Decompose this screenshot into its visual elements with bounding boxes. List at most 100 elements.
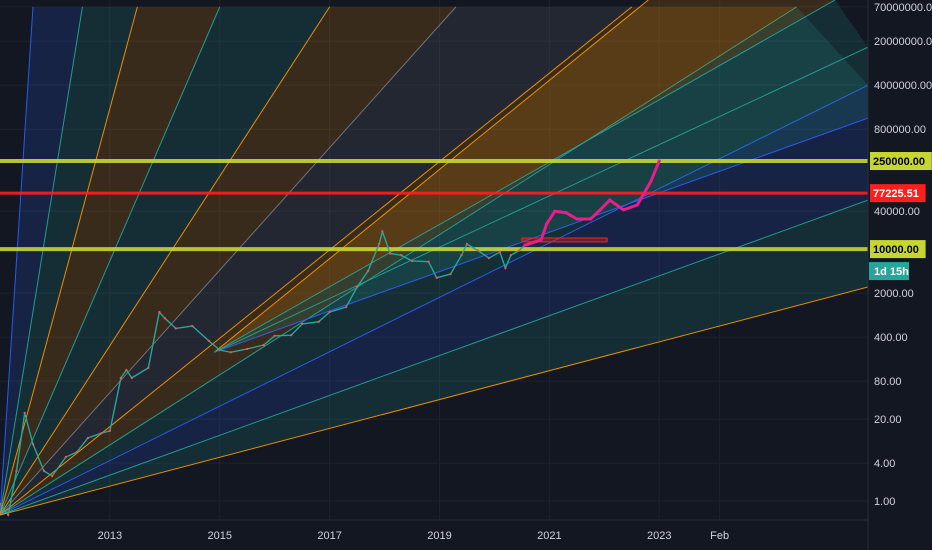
y-tick-label: 70000000.00 [874, 2, 932, 14]
price-point [460, 253, 463, 257]
price-point [262, 343, 265, 347]
y-tick-label: 400.00 [874, 332, 908, 344]
fan-ray [214, 46, 868, 353]
projection-point [575, 217, 579, 221]
price-point [15, 469, 18, 473]
price-point [388, 252, 392, 255]
projection-point [608, 198, 612, 202]
price-point [119, 376, 123, 380]
price-point [100, 431, 103, 435]
x-tick-label: Feb [710, 530, 729, 542]
price-point [410, 259, 414, 263]
time-axis[interactable]: 2013 2015 2017 2019 2021 2023 Feb [98, 530, 730, 542]
y-tick-label: 80.00 [874, 376, 902, 388]
price-badge-label: 77225.51 [873, 188, 919, 200]
fan-ray [0, 6, 797, 516]
price-point [476, 249, 480, 252]
horizontal-levels [0, 159, 868, 252]
price-point [487, 256, 491, 260]
price-point [191, 324, 194, 328]
price-point [509, 253, 513, 257]
price-point [158, 310, 161, 314]
fan-ray [0, 199, 868, 516]
price-point [449, 272, 452, 276]
price-point [31, 442, 35, 446]
price-point [174, 327, 177, 330]
price-point [427, 260, 430, 263]
price-badge [870, 240, 926, 259]
x-tick-label: 2021 [537, 530, 561, 542]
price-point [381, 230, 384, 233]
price-point [23, 411, 26, 415]
countdown-badge [869, 262, 909, 281]
projection-point [545, 222, 549, 226]
price-point [465, 242, 469, 246]
price-badge [870, 152, 932, 171]
price-point [273, 334, 276, 337]
price-point [246, 347, 249, 351]
price-point [289, 333, 293, 337]
price-point [504, 266, 507, 270]
fan-zone [0, 6, 868, 516]
y-tick-label: 20000000.00 [874, 36, 932, 48]
fan-ray [0, 6, 221, 516]
fan-zone [214, 0, 868, 353]
price-point [86, 436, 90, 440]
y-tick-label: 800000.00 [874, 124, 926, 136]
price-point [328, 310, 331, 314]
projection-point [523, 243, 527, 247]
fan-ray [213, 0, 649, 353]
fan-ray [214, 117, 868, 353]
price-point [0, 502, 2, 506]
projection-point [564, 211, 568, 215]
y-tick-label: 1.00 [874, 496, 895, 508]
x-tick-label: 2017 [317, 530, 341, 542]
price-point [317, 320, 320, 324]
projection-point [589, 217, 593, 221]
price-point [300, 322, 304, 326]
projection-point [553, 209, 557, 213]
x-tick-label: 2023 [647, 530, 671, 542]
price-point [130, 376, 134, 380]
price-point [399, 253, 403, 257]
fan-ray [214, 0, 836, 353]
countdown-label: 1d 15h [874, 266, 909, 278]
resistance-zone [521, 237, 608, 243]
y-tick-label: 4.00 [874, 458, 895, 470]
price-badge-label: 10000.00 [873, 244, 919, 256]
projection-point [539, 238, 543, 242]
x-tick-label: 2015 [208, 530, 232, 542]
fan-ray [0, 6, 331, 516]
price-point [498, 250, 502, 254]
price-point [163, 316, 167, 320]
price-axis[interactable]: 70000000.00 20000000.00 4000000.00 800000.0… [869, 2, 932, 508]
price-badge-label: 250000.00 [873, 156, 925, 168]
projection-point [657, 159, 661, 163]
price-point [366, 269, 370, 273]
price-point [517, 249, 521, 252]
y-tick-label: 40000.00 [874, 206, 920, 218]
fan-ray [0, 6, 457, 516]
price-point [50, 474, 54, 478]
price-point [229, 351, 232, 354]
projection-point [649, 179, 653, 183]
price-point [355, 285, 359, 289]
fan-ray [0, 6, 83, 516]
series-group [0, 159, 661, 517]
x-tick-label: 2013 [98, 530, 122, 542]
price-point [7, 513, 10, 517]
price-point [377, 242, 381, 246]
fan-ray [0, 6, 34, 516]
y-tick-label: 20.00 [874, 414, 902, 426]
price-point [125, 368, 128, 372]
price-point [42, 469, 46, 473]
projection-point [635, 203, 639, 207]
fan-ray [0, 286, 868, 516]
projection-point [622, 208, 626, 212]
x-tick-label: 2019 [427, 530, 451, 542]
price-point [435, 276, 438, 279]
price-point [344, 305, 348, 309]
fan-ray [0, 84, 868, 516]
price-point [108, 429, 112, 433]
